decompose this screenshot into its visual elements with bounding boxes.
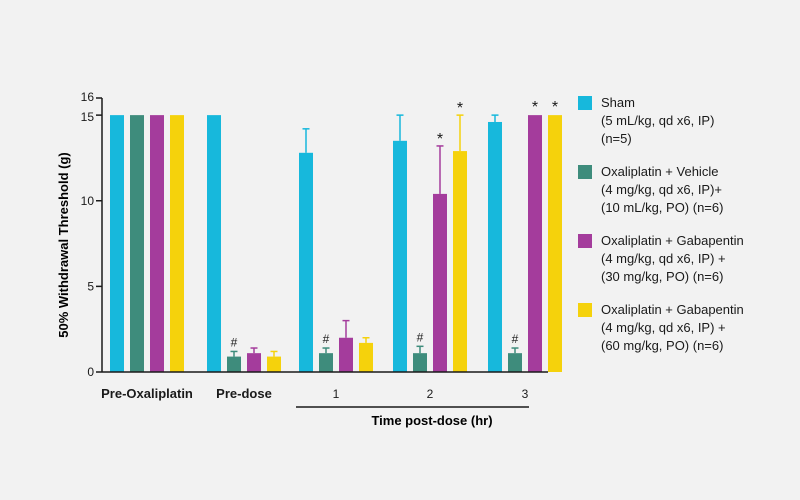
legend-swatch: [578, 165, 592, 179]
legend-text: Oxaliplatin + Gabapentin (4 mg/kg, qd x6,…: [601, 232, 744, 286]
bar: [319, 353, 333, 372]
legend-line: Oxaliplatin + Gabapentin: [601, 302, 744, 317]
bar: [413, 353, 427, 372]
legend-line: (10 mL/kg, PO) (n=6): [601, 200, 724, 215]
legend-swatch: [578, 96, 592, 110]
legend-item: Oxaliplatin + Gabapentin (4 mg/kg, qd x6,…: [578, 301, 793, 355]
x-tick-label: Pre-dose: [216, 386, 272, 401]
bar: [339, 337, 353, 372]
significance-marker: #: [323, 332, 330, 346]
bar: [548, 115, 562, 372]
legend-line: (30 mg/kg, PO) (n=6): [601, 269, 724, 284]
x-axis-label: Time post-dose (hr): [371, 413, 492, 428]
legend-line: Oxaliplatin + Vehicle: [601, 164, 719, 179]
y-axis-label: 50% Withdrawal Threshold (g): [56, 152, 71, 338]
x-tick-label: 2: [427, 387, 434, 401]
bar: [508, 353, 522, 372]
bar: [453, 151, 467, 372]
bar: [528, 115, 542, 372]
legend-item: Oxaliplatin + Vehicle (4 mg/kg, qd x6, IP…: [578, 163, 793, 217]
legend-text: Oxaliplatin + Gabapentin (4 mg/kg, qd x6,…: [601, 301, 744, 355]
bar: [130, 115, 144, 372]
y-tick-label: 0: [87, 365, 94, 379]
significance-marker: *: [437, 131, 443, 148]
significance-marker: #: [417, 330, 424, 344]
bar: [247, 353, 261, 372]
bar: [150, 115, 164, 372]
legend-swatch: [578, 303, 592, 317]
y-tick-label: 16: [81, 90, 95, 104]
legend: Sham (5 mL/kg, qd x6, IP) (n=5) Oxaliplatin…: [578, 94, 793, 370]
legend-line: (60 mg/kg, PO) (n=6): [601, 338, 724, 353]
legend-line: (5 mL/kg, qd x6, IP): [601, 113, 715, 128]
bar: [170, 115, 184, 372]
legend-text: Sham (5 mL/kg, qd x6, IP) (n=5): [601, 94, 714, 148]
y-tick-label: 10: [81, 194, 95, 208]
legend-line: (4 mg/kg, qd x6, IP) +: [601, 320, 726, 335]
significance-marker: #: [231, 335, 238, 349]
legend-line: (n=5): [601, 131, 632, 146]
significance-marker: *: [457, 100, 463, 117]
legend-swatch: [578, 234, 592, 248]
bar: [488, 121, 502, 372]
legend-line: Sham: [601, 95, 635, 110]
bar: [299, 152, 313, 372]
significance-marker: *: [552, 99, 558, 116]
x-tick-label: 1: [333, 387, 340, 401]
bar: [267, 356, 281, 372]
legend-line: (4 mg/kg, qd x6, IP) +: [601, 251, 726, 266]
x-tick-label: 3: [522, 387, 529, 401]
bar: [207, 115, 221, 372]
significance-marker: *: [532, 99, 538, 116]
y-tick-label: 15: [81, 110, 95, 124]
significance-marker: #: [512, 332, 519, 346]
bar: [393, 140, 407, 372]
legend-line: Oxaliplatin + Gabapentin: [601, 233, 744, 248]
bar: [359, 342, 373, 372]
legend-item: Oxaliplatin + Gabapentin (4 mg/kg, qd x6,…: [578, 232, 793, 286]
legend-item: Sham (5 mL/kg, qd x6, IP) (n=5): [578, 94, 793, 148]
legend-text: Oxaliplatin + Vehicle (4 mg/kg, qd x6, IP…: [601, 163, 723, 217]
x-tick-label: Pre-Oxaliplatin: [101, 386, 193, 401]
bar: [227, 356, 241, 372]
bar: [433, 193, 447, 372]
legend-line: (4 mg/kg, qd x6, IP)+: [601, 182, 723, 197]
y-tick-label: 5: [87, 279, 94, 293]
bar: [110, 115, 124, 372]
